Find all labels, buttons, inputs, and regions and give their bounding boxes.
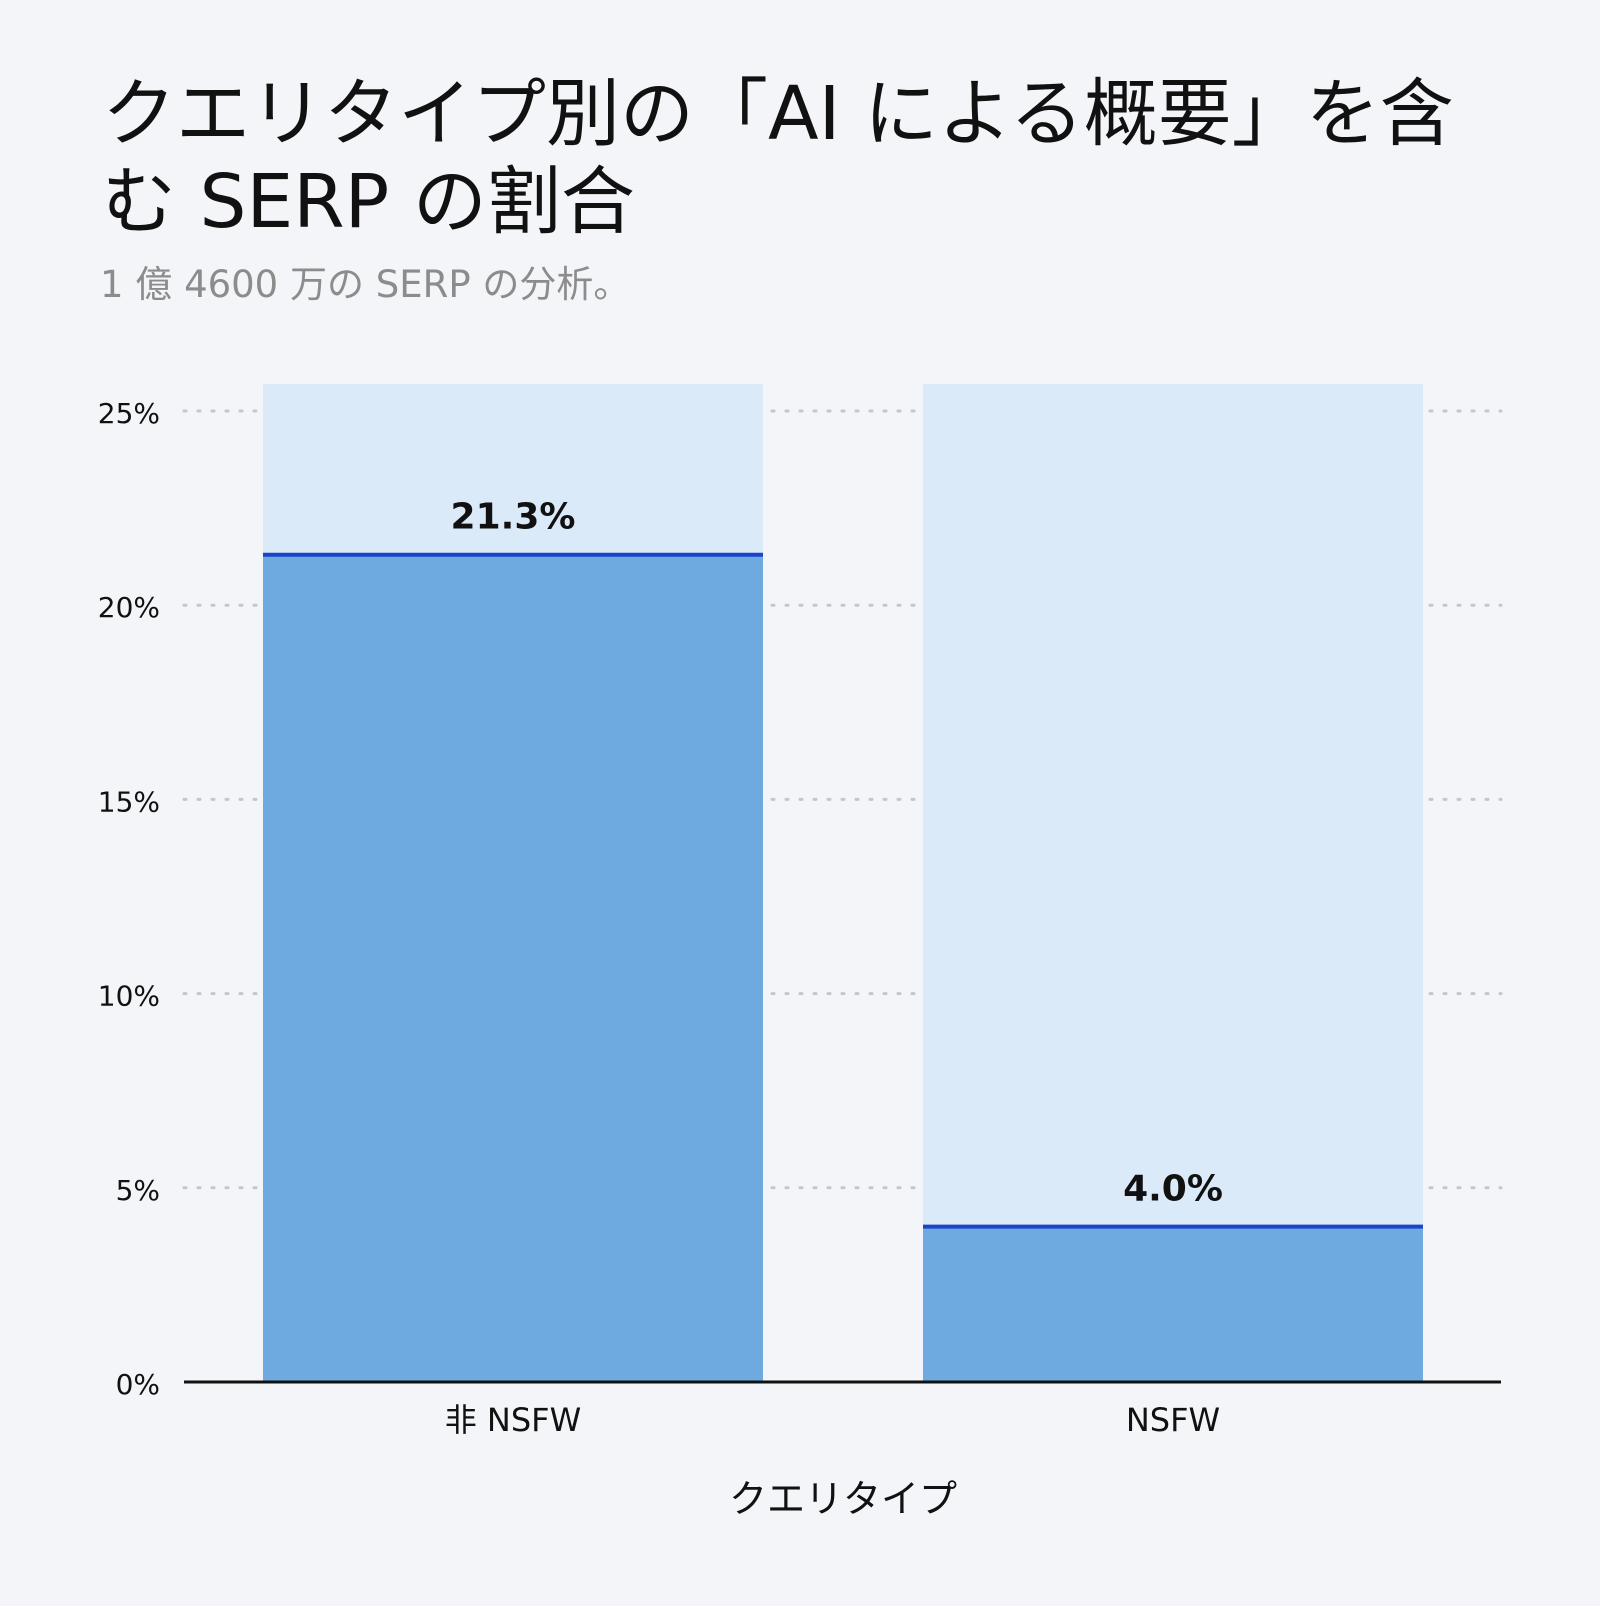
x-axis-tick-labels: 非 NSFW NSFW (445, 1401, 1220, 1439)
chart-subtitle: 1 億 4600 万の SERP の分析。 (100, 263, 631, 306)
y-tick-label: 20% (98, 591, 160, 624)
y-tick-label: 5% (116, 1174, 160, 1207)
y-tick-label: 10% (98, 980, 160, 1013)
data-label: 21.3% (451, 497, 576, 538)
x-axis-title: クエリタイプ (729, 1477, 957, 1521)
y-tick-label: 0% (116, 1368, 160, 1401)
y-axis-tick-labels: 0% 5% 10% 15% 20% 25% (98, 397, 160, 1401)
x-tick-label: NSFW (1126, 1401, 1220, 1439)
y-tick-label: 15% (98, 785, 160, 818)
chart-title: クエリタイプ別の「AI による概要」を含む SERP の割合 (102, 71, 1454, 245)
bar (263, 554, 763, 1382)
gridlines (182, 409, 1503, 1190)
y-tick-label: 25% (98, 397, 160, 430)
bar (923, 1226, 1423, 1382)
bars: 21.3% 4.0% (263, 384, 1423, 1382)
bar-background (923, 384, 1423, 1382)
data-label: 4.0% (1123, 1169, 1223, 1210)
x-tick-label: 非 NSFW (445, 1401, 581, 1439)
